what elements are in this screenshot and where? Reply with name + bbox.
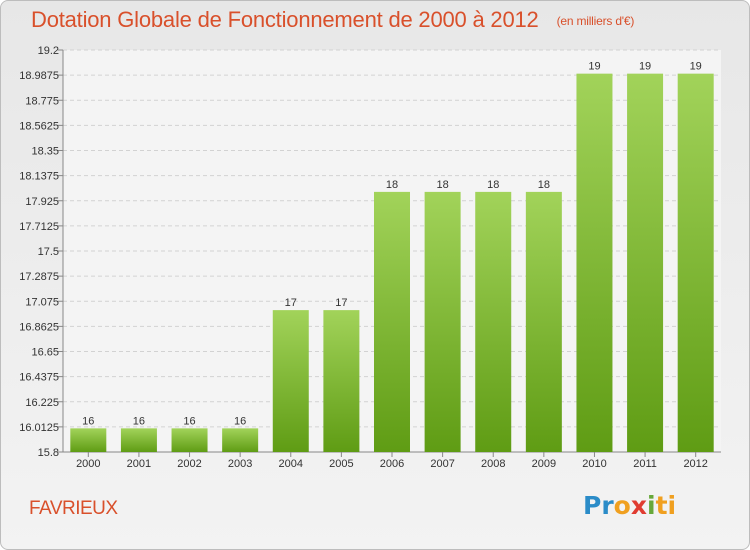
bar-value-label: 19 [690,61,702,73]
proxiti-logo: Proxiti [583,491,676,520]
bar-value-label: 19 [639,61,651,73]
logo-part-1: Pr [583,491,614,520]
y-tick-label: 18.5625 [19,120,59,132]
y-tick-label: 18.9875 [19,70,59,82]
chart-title: Dotation Globale de Fonctionnement de 20… [31,7,634,33]
bar-value-label: 18 [487,179,499,191]
bar-value-label: 18 [386,179,398,191]
y-tick-label: 16.8625 [19,321,59,333]
y-tick-label: 19.2 [38,45,59,57]
y-tick-label: 18.35 [31,146,59,158]
bar-value-label: 19 [588,61,600,73]
y-tick-label: 17.2875 [19,271,59,283]
y-tick-label: 17.925 [25,196,59,208]
x-tick-label: 2006 [380,458,404,470]
bar [70,428,107,452]
bar [171,428,208,452]
bar-value-label: 16 [82,415,94,427]
bar [424,191,461,452]
bar [272,310,309,452]
x-tick-label: 2009 [532,458,556,470]
x-tick-label: 2004 [279,458,303,470]
y-tick-label: 15.8 [38,447,59,459]
bar-value-label: 17 [335,297,347,309]
bar [475,191,512,452]
city-name: FAVRIEUX [29,498,118,519]
x-tick-label: 2011 [633,458,657,470]
bar-value-label: 17 [285,297,297,309]
x-tick-label: 2012 [683,458,707,470]
y-tick-label: 16.65 [31,347,59,359]
y-tick-label: 16.0125 [19,422,59,434]
chart-title-text: Dotation Globale de Fonctionnement de 20… [31,7,539,32]
bar-value-label: 16 [183,415,195,427]
y-tick-label: 16.225 [25,397,59,409]
logo-part-3: x [630,491,647,520]
logo-part-4: i [646,491,656,520]
x-tick-label: 2008 [481,458,505,470]
bar-value-label: 16 [133,415,145,427]
bar-value-label: 18 [436,179,448,191]
x-tick-label: 2000 [76,458,100,470]
y-tick-label: 18.1375 [19,171,59,183]
bar [374,191,410,452]
bar [677,73,714,452]
bar-value-label: 18 [538,179,550,191]
bar [323,310,360,452]
bar [222,428,259,452]
bar [627,73,664,452]
bar [576,73,613,452]
bar [525,191,562,452]
y-tick-label: 18.775 [25,95,59,107]
x-tick-label: 2010 [582,458,606,470]
y-tick-label: 17.5 [38,246,59,258]
y-tick-label: 16.4375 [19,372,59,384]
logo-part-2: o [613,491,631,520]
x-tick-label: 2002 [177,458,201,470]
x-tick-label: 2001 [127,458,151,470]
y-tick-label: 17.7125 [19,221,59,233]
x-tick-label: 2003 [228,458,252,470]
x-tick-label: 2005 [329,458,353,470]
bar [120,428,157,452]
x-tick-label: 2007 [430,458,454,470]
logo-part-5: ti [655,491,677,520]
y-tick-label: 17.075 [25,296,59,308]
bar-value-label: 16 [234,415,246,427]
chart-subtitle: (en milliers d'€) [556,14,635,29]
